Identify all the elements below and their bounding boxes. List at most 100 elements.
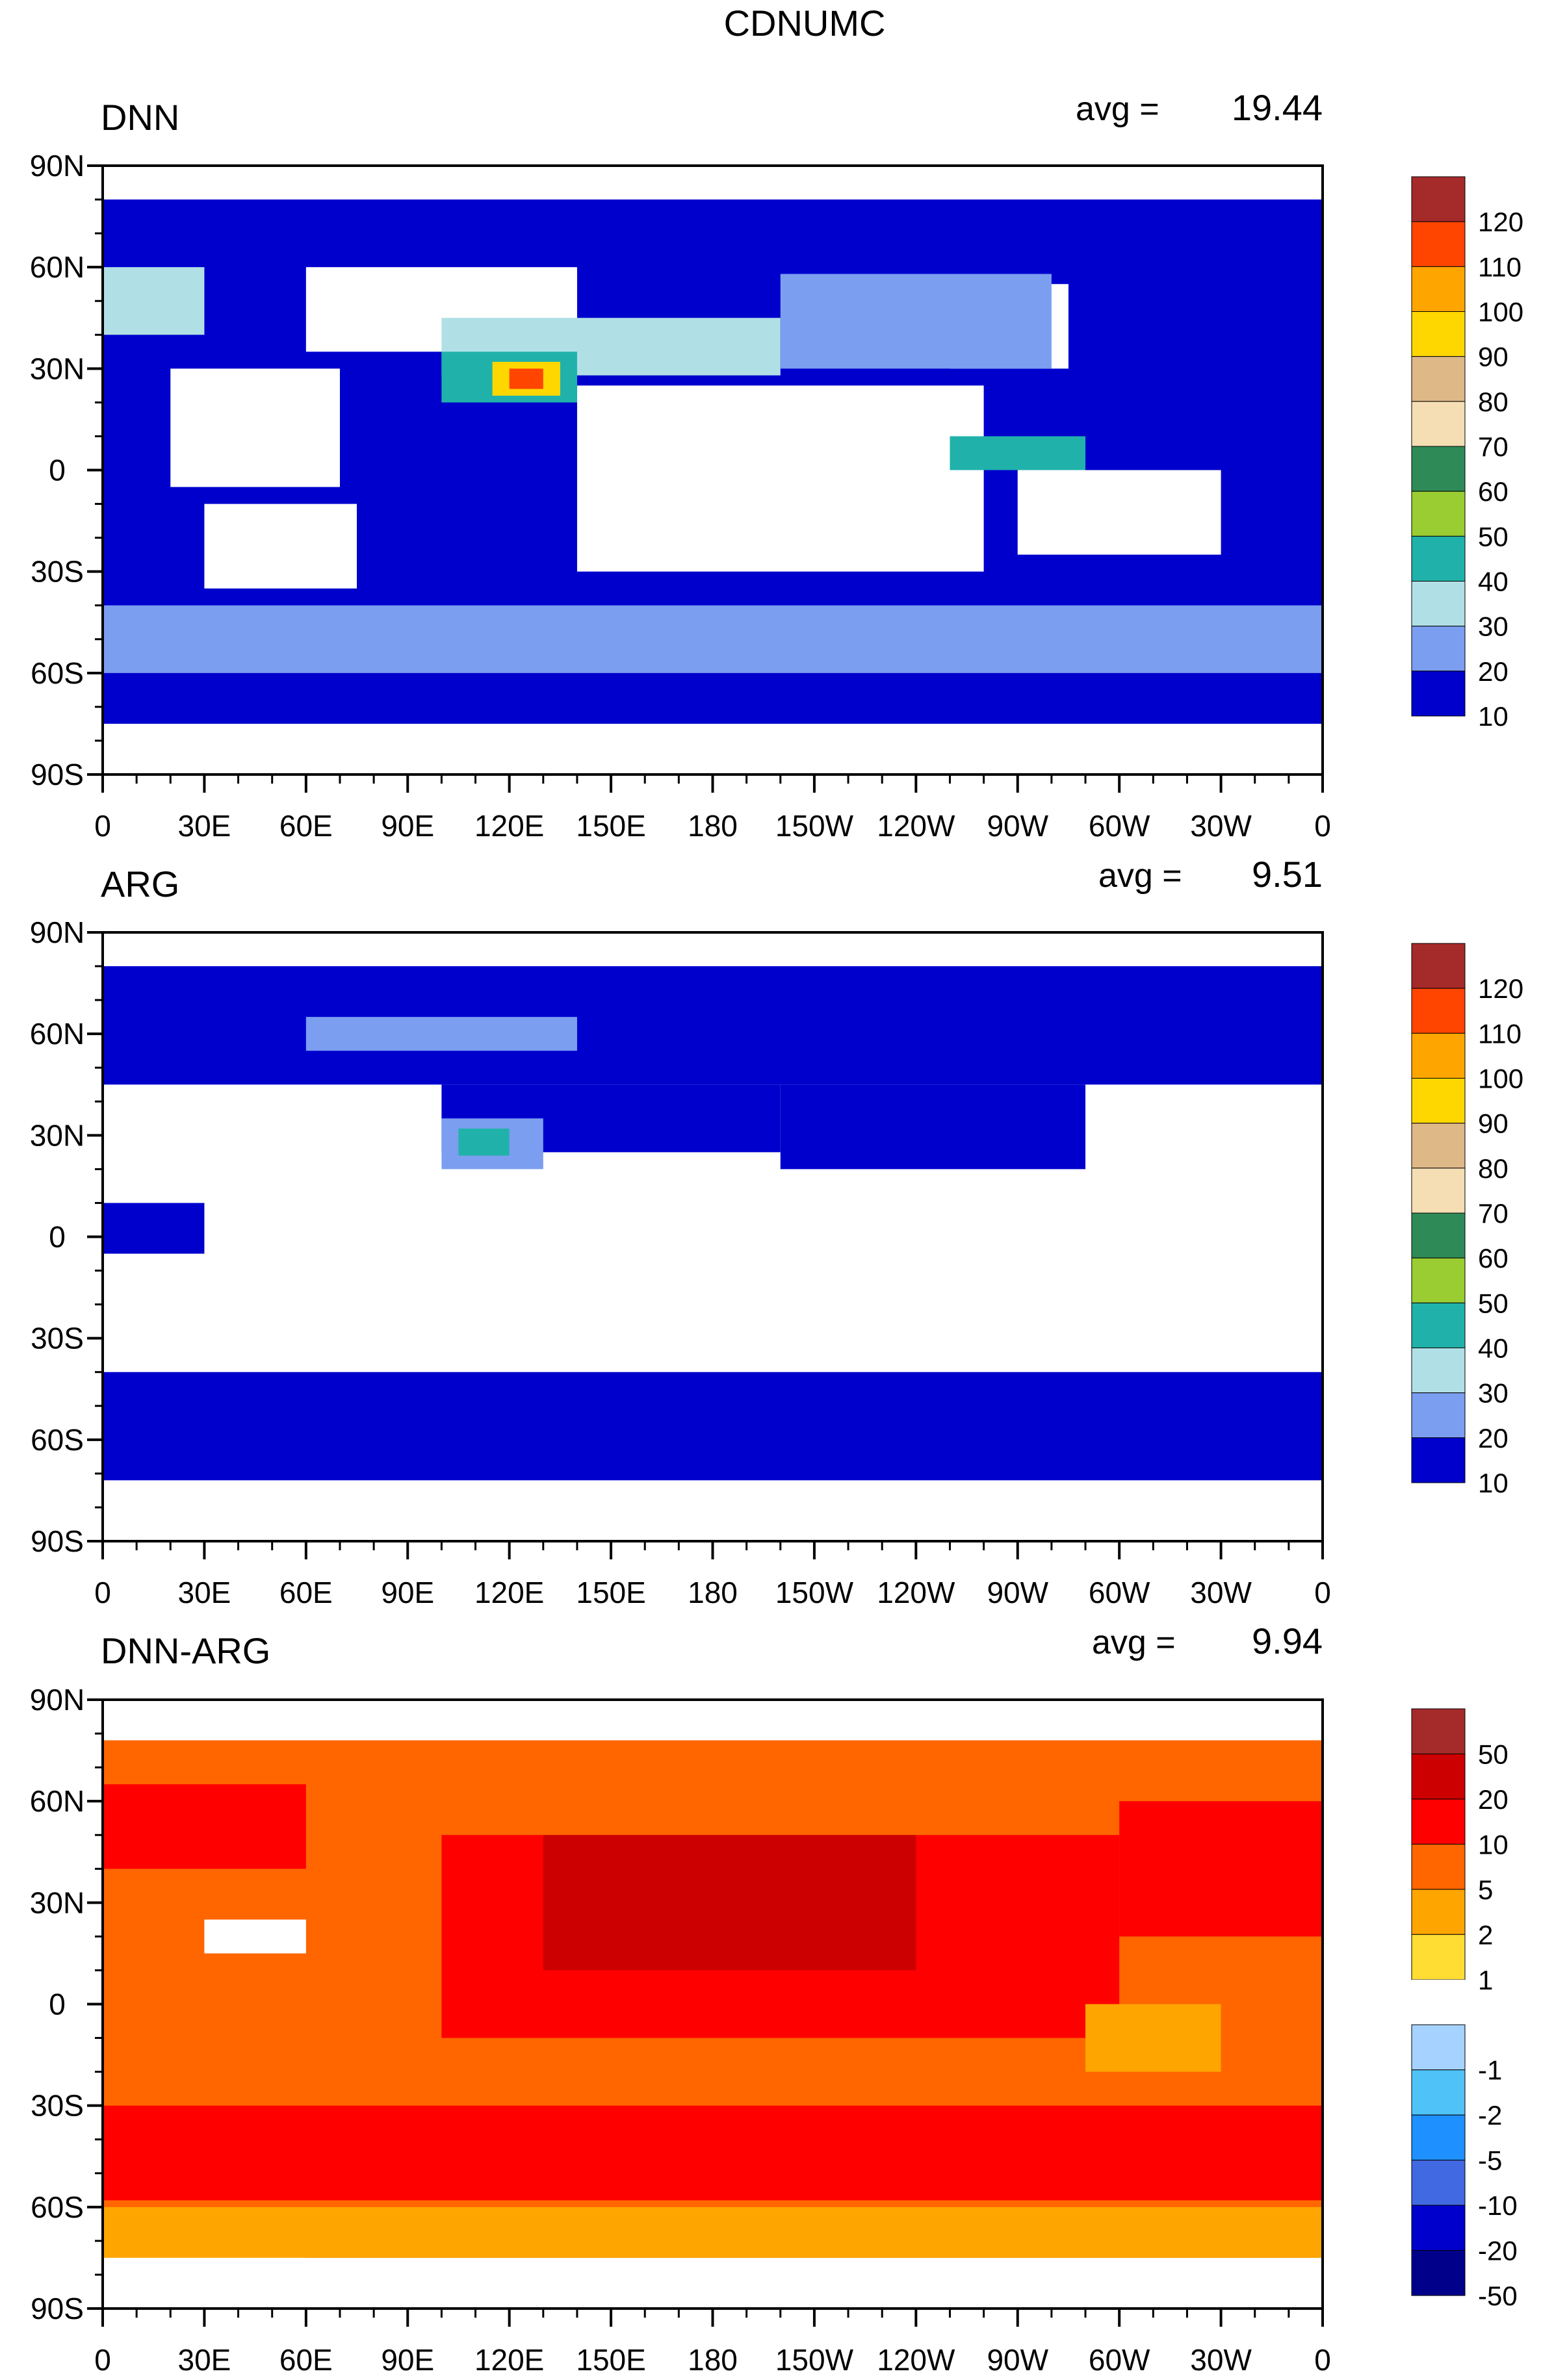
colorbar-swatch: [1411, 1257, 1466, 1303]
colorbar-swatch: [1411, 1302, 1466, 1349]
y-tick-label: 30N: [30, 1118, 84, 1152]
panel-dnn-avg-value: 19.44: [1232, 87, 1323, 128]
colorbar-label: 10: [1478, 701, 1509, 732]
x-tick-label: 120E: [474, 2343, 544, 2377]
colorbar-label: 70: [1478, 431, 1509, 462]
colorbar-swatch: [1411, 491, 1466, 537]
y-tick-label: 60N: [30, 250, 84, 284]
field-region: [103, 2105, 1323, 2201]
x-tick-label: 60W: [1089, 809, 1150, 843]
colorbar-label: 110: [1478, 1018, 1522, 1049]
field-region: [950, 436, 1086, 470]
y-tick-label: 90S: [31, 1524, 84, 1558]
panel-arg-colorbar: 120 110 100 90 80 70 60 50 40 30 20 10: [1411, 943, 1523, 1498]
colorbar-label: 60: [1478, 476, 1509, 507]
y-tick-label: 0: [49, 454, 66, 487]
x-tick-label: 60W: [1089, 1576, 1150, 1609]
field-region: [103, 1203, 205, 1254]
colorbar-swatch: [1412, 1979, 1465, 2025]
x-tick-label: 0: [1314, 809, 1331, 843]
colorbar-swatch: [1411, 1078, 1466, 1124]
y-tick-label: 60S: [31, 2190, 84, 2224]
y-tick-label: 90S: [31, 758, 84, 791]
colorbar-swatch: [1411, 311, 1466, 357]
colorbar-label: 40: [1478, 1333, 1509, 1364]
panel-diff-colorbar: 50 20 10 5 2 1 -1 -2 -5 -10 -20 -50: [1411, 1708, 1518, 2311]
panel-arg: ARG avg = 9.51 0 30E 60E 90E 120E 150E 180 150W…: [30, 854, 1523, 1609]
x-tick-label: 90E: [381, 2343, 434, 2377]
x-tick-label: 150W: [775, 2343, 854, 2377]
panel-arg-label: ARG: [101, 864, 179, 904]
panel-dnn-x-axis: 0 30E 60E 90E 120E 150E 180 150W 120W 90W 60W 30W 0: [94, 774, 1331, 843]
field-region: [103, 2207, 1323, 2258]
colorbar-label: -5: [1478, 2145, 1502, 2176]
x-tick-label: 120W: [877, 2343, 955, 2377]
colorbar-swatch: [1411, 988, 1466, 1034]
colorbar-label: 50: [1478, 1288, 1509, 1318]
x-tick-label: 150E: [576, 1576, 645, 1609]
colorbar-label: -50: [1478, 2281, 1518, 2311]
field-region: [458, 1128, 510, 1156]
panel-arg-avg-label: avg =: [1098, 857, 1182, 895]
field-region: [780, 274, 1052, 369]
colorbar-swatch: [1411, 2024, 1466, 2071]
colorbar-swatch: [1411, 943, 1466, 989]
x-tick-label: 30W: [1190, 2343, 1252, 2377]
colorbar-label: 90: [1478, 342, 1509, 372]
colorbar-label: 10: [1478, 1468, 1509, 1498]
x-tick-label: 30E: [177, 2343, 231, 2377]
colorbar-label: 100: [1478, 297, 1523, 327]
x-tick-label: 90W: [987, 2343, 1048, 2377]
x-tick-label: 180: [688, 809, 738, 843]
panel-arg-x-axis: 0 30E 60E 90E 120E 150E 180 150W 120W 90W 60W 30W 0: [94, 1541, 1331, 1609]
x-tick-label: 150E: [576, 809, 645, 843]
panel-dnn-label: DNN: [101, 97, 179, 138]
x-tick-label: 30W: [1190, 1576, 1252, 1609]
field-region: [305, 1017, 577, 1051]
panel-dnn-avg-label: avg =: [1076, 90, 1159, 128]
colorbar-label: 20: [1478, 1423, 1509, 1453]
colorbar-swatch: [1411, 221, 1466, 267]
colorbar-label: 5: [1478, 1875, 1493, 1905]
field-region: [103, 605, 1323, 673]
colorbar-swatch: [1411, 581, 1466, 627]
x-tick-label: 60W: [1089, 2343, 1150, 2377]
colorbar-swatch: [1411, 2205, 1466, 2251]
x-tick-label: 0: [1314, 1576, 1331, 1609]
colorbar-swatch: [1411, 1753, 1466, 1800]
colorbar-swatch: [1411, 446, 1466, 492]
panel-diff-y-axis: 90N 60N 30N 0 30S 60S 90S: [30, 1683, 103, 2325]
colorbar-label: 80: [1478, 387, 1509, 417]
field-region: [204, 504, 357, 589]
field-region: [103, 2257, 306, 2309]
panel-diff-avg-label: avg =: [1092, 1624, 1176, 1661]
x-tick-label: 150E: [576, 2343, 645, 2377]
panel-dnn-field: [103, 199, 1323, 724]
colorbar-swatch: [1411, 1934, 1466, 1980]
x-tick-label: 120W: [877, 1576, 955, 1609]
colorbar-swatch: [1411, 401, 1466, 447]
colorbar-label: -2: [1478, 2100, 1502, 2130]
x-tick-label: 30E: [177, 1576, 231, 1609]
colorbar-label: 120: [1478, 207, 1523, 237]
x-tick-label: 120E: [474, 1576, 544, 1609]
x-tick-label: 0: [94, 809, 111, 843]
field-region: [103, 1784, 306, 1869]
panel-dnn-arg: DNN-ARG avg = 9.94 0 30E 60E 90E 120E 150E 180…: [30, 1620, 1518, 2377]
field-region: [543, 1835, 916, 1971]
colorbar-swatch: [1411, 1798, 1466, 1845]
y-tick-label: 90N: [30, 915, 84, 949]
colorbar-swatch: [1411, 1437, 1466, 1483]
colorbar-label: -1: [1478, 2055, 1502, 2086]
colorbar-swatch: [1411, 1889, 1466, 1935]
y-tick-label: 0: [49, 1220, 66, 1254]
x-tick-label: 60E: [279, 1576, 333, 1609]
panel-dnn-y-axis: 90N 60N 30N 0 30S 60S 90S: [30, 149, 103, 791]
colorbar-swatch: [1411, 626, 1466, 672]
colorbar-swatch: [1411, 2114, 1466, 2161]
x-tick-label: 0: [94, 2343, 111, 2377]
x-tick-label: 30E: [177, 809, 231, 843]
x-tick-label: 0: [94, 1576, 111, 1609]
y-tick-label: 60N: [30, 1017, 84, 1051]
field-region: [780, 1084, 1086, 1170]
